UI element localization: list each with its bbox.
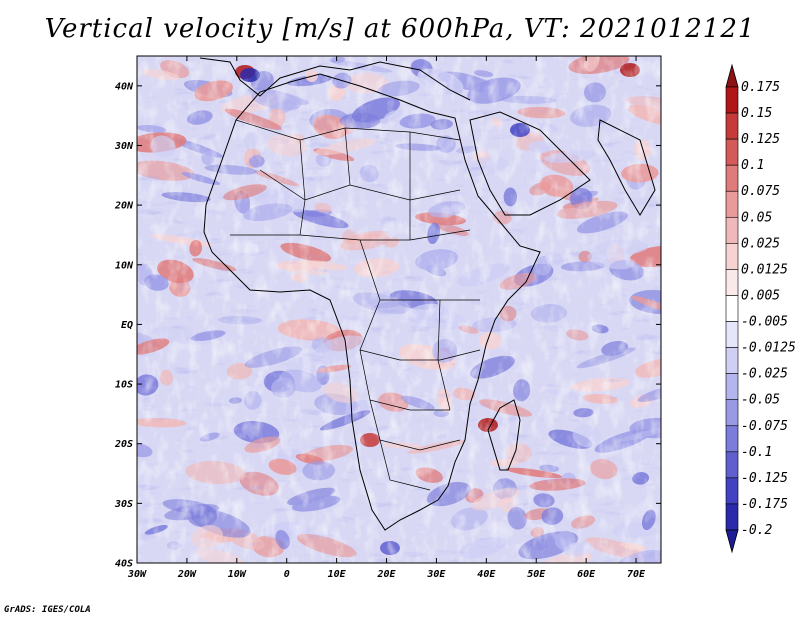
lat-tick-label: 20S	[114, 439, 133, 450]
colorbar-label: 0.125	[741, 132, 780, 147]
lat-tick-label: 30S	[114, 499, 133, 510]
colorbar-label: -0.075	[741, 419, 788, 434]
colorbar-label: -0.05	[741, 393, 780, 408]
colorbar-label: 0.175	[741, 80, 780, 95]
colorbar-label: -0.0125	[741, 341, 796, 356]
credit-label: GrADS: IGES/COLA	[4, 605, 91, 615]
colorbar-segment	[725, 190, 739, 218]
colorbar-segment	[725, 321, 739, 348]
lon-tick-label: 20W	[177, 569, 197, 580]
lat-tick-label: 20N	[114, 201, 134, 212]
colorbar-segment	[725, 399, 739, 427]
colorbar-label: 0.05	[741, 210, 772, 225]
lon-tick-label: 30W	[127, 569, 147, 580]
india-coastline	[597, 119, 656, 216]
colorbar-top-arrow	[725, 63, 739, 88]
colorbar: 0.175 0.15 0.125 0.1 0.075 0.05 0.025 0.0125 0.0…	[725, 63, 796, 554]
colorbar-segment	[725, 243, 739, 270]
lat-tick-label: EQ	[121, 320, 133, 331]
colorbar-label: -0.2	[741, 523, 772, 538]
europe-coastline	[199, 57, 471, 101]
latitude-axis: 40N 30N 20N 10N EQ 10S 20S 30S 40S	[114, 81, 661, 570]
lat-tick-label: 40N	[115, 81, 134, 92]
colorbar-label: 0.15	[741, 106, 772, 121]
lon-tick-label: 10W	[228, 569, 247, 580]
colorbar-segment	[725, 164, 739, 192]
lon-tick-label: 30E	[426, 569, 446, 580]
lon-tick-label: 0	[284, 569, 290, 580]
colorbar-segment	[725, 425, 739, 453]
colorbar-label: -0.025	[741, 367, 788, 382]
lon-tick-label: 40E	[477, 569, 496, 580]
map-title: Vertical velocity [m/s] at 600hPa, VT: 2…	[44, 14, 756, 44]
lon-tick-label: 60E	[577, 569, 596, 580]
lat-tick-label: 40S	[115, 559, 133, 570]
lon-tick-label: 10E	[328, 569, 347, 580]
arabia-coastline	[469, 111, 591, 216]
lon-tick-label: 70E	[627, 569, 646, 580]
lon-tick-label: 50E	[527, 569, 546, 580]
colorbar-segment	[725, 216, 739, 244]
country-borders	[230, 119, 481, 491]
colorbar-label: 0.005	[741, 288, 780, 303]
colorbar-segment	[725, 112, 739, 140]
colorbar-label: -0.175	[741, 497, 788, 512]
colorbar-segment	[725, 295, 739, 322]
colorbar-bottom-arrow	[725, 529, 739, 554]
colorbar-label: 0.075	[741, 184, 780, 199]
plot-frame	[136, 55, 662, 564]
colorbar-label: -0.125	[741, 471, 788, 486]
colorbar-segment	[725, 86, 739, 114]
colorbar-segment	[725, 347, 739, 374]
colorbar-segment	[725, 451, 739, 479]
colorbar-segment	[725, 477, 739, 505]
colorbar-segment	[725, 373, 739, 401]
colorbar-segment	[725, 138, 739, 166]
velocity-field	[137, 56, 661, 563]
lat-tick-label: 10N	[115, 260, 134, 271]
lat-tick-label: 30N	[114, 141, 134, 152]
colorbar-label: 0.1	[741, 158, 764, 173]
lat-tick-label: 10S	[115, 380, 133, 391]
madagascar-coastline	[487, 399, 521, 471]
colorbar-label: -0.1	[741, 445, 772, 460]
colorbar-segment	[725, 503, 739, 531]
colorbar-segment	[725, 269, 739, 296]
colorbar-label: -0.005	[741, 315, 788, 330]
coastlines	[199, 57, 656, 531]
colorbar-label: 0.025	[741, 236, 780, 251]
longitude-axis: 30W 20W 10W 0 10E 20E 30E 40E 50E 60E 70E	[127, 56, 646, 580]
lon-tick-label: 20E	[376, 569, 396, 580]
colorbar-label: 0.0125	[741, 262, 788, 277]
africa-coastline	[203, 73, 541, 531]
